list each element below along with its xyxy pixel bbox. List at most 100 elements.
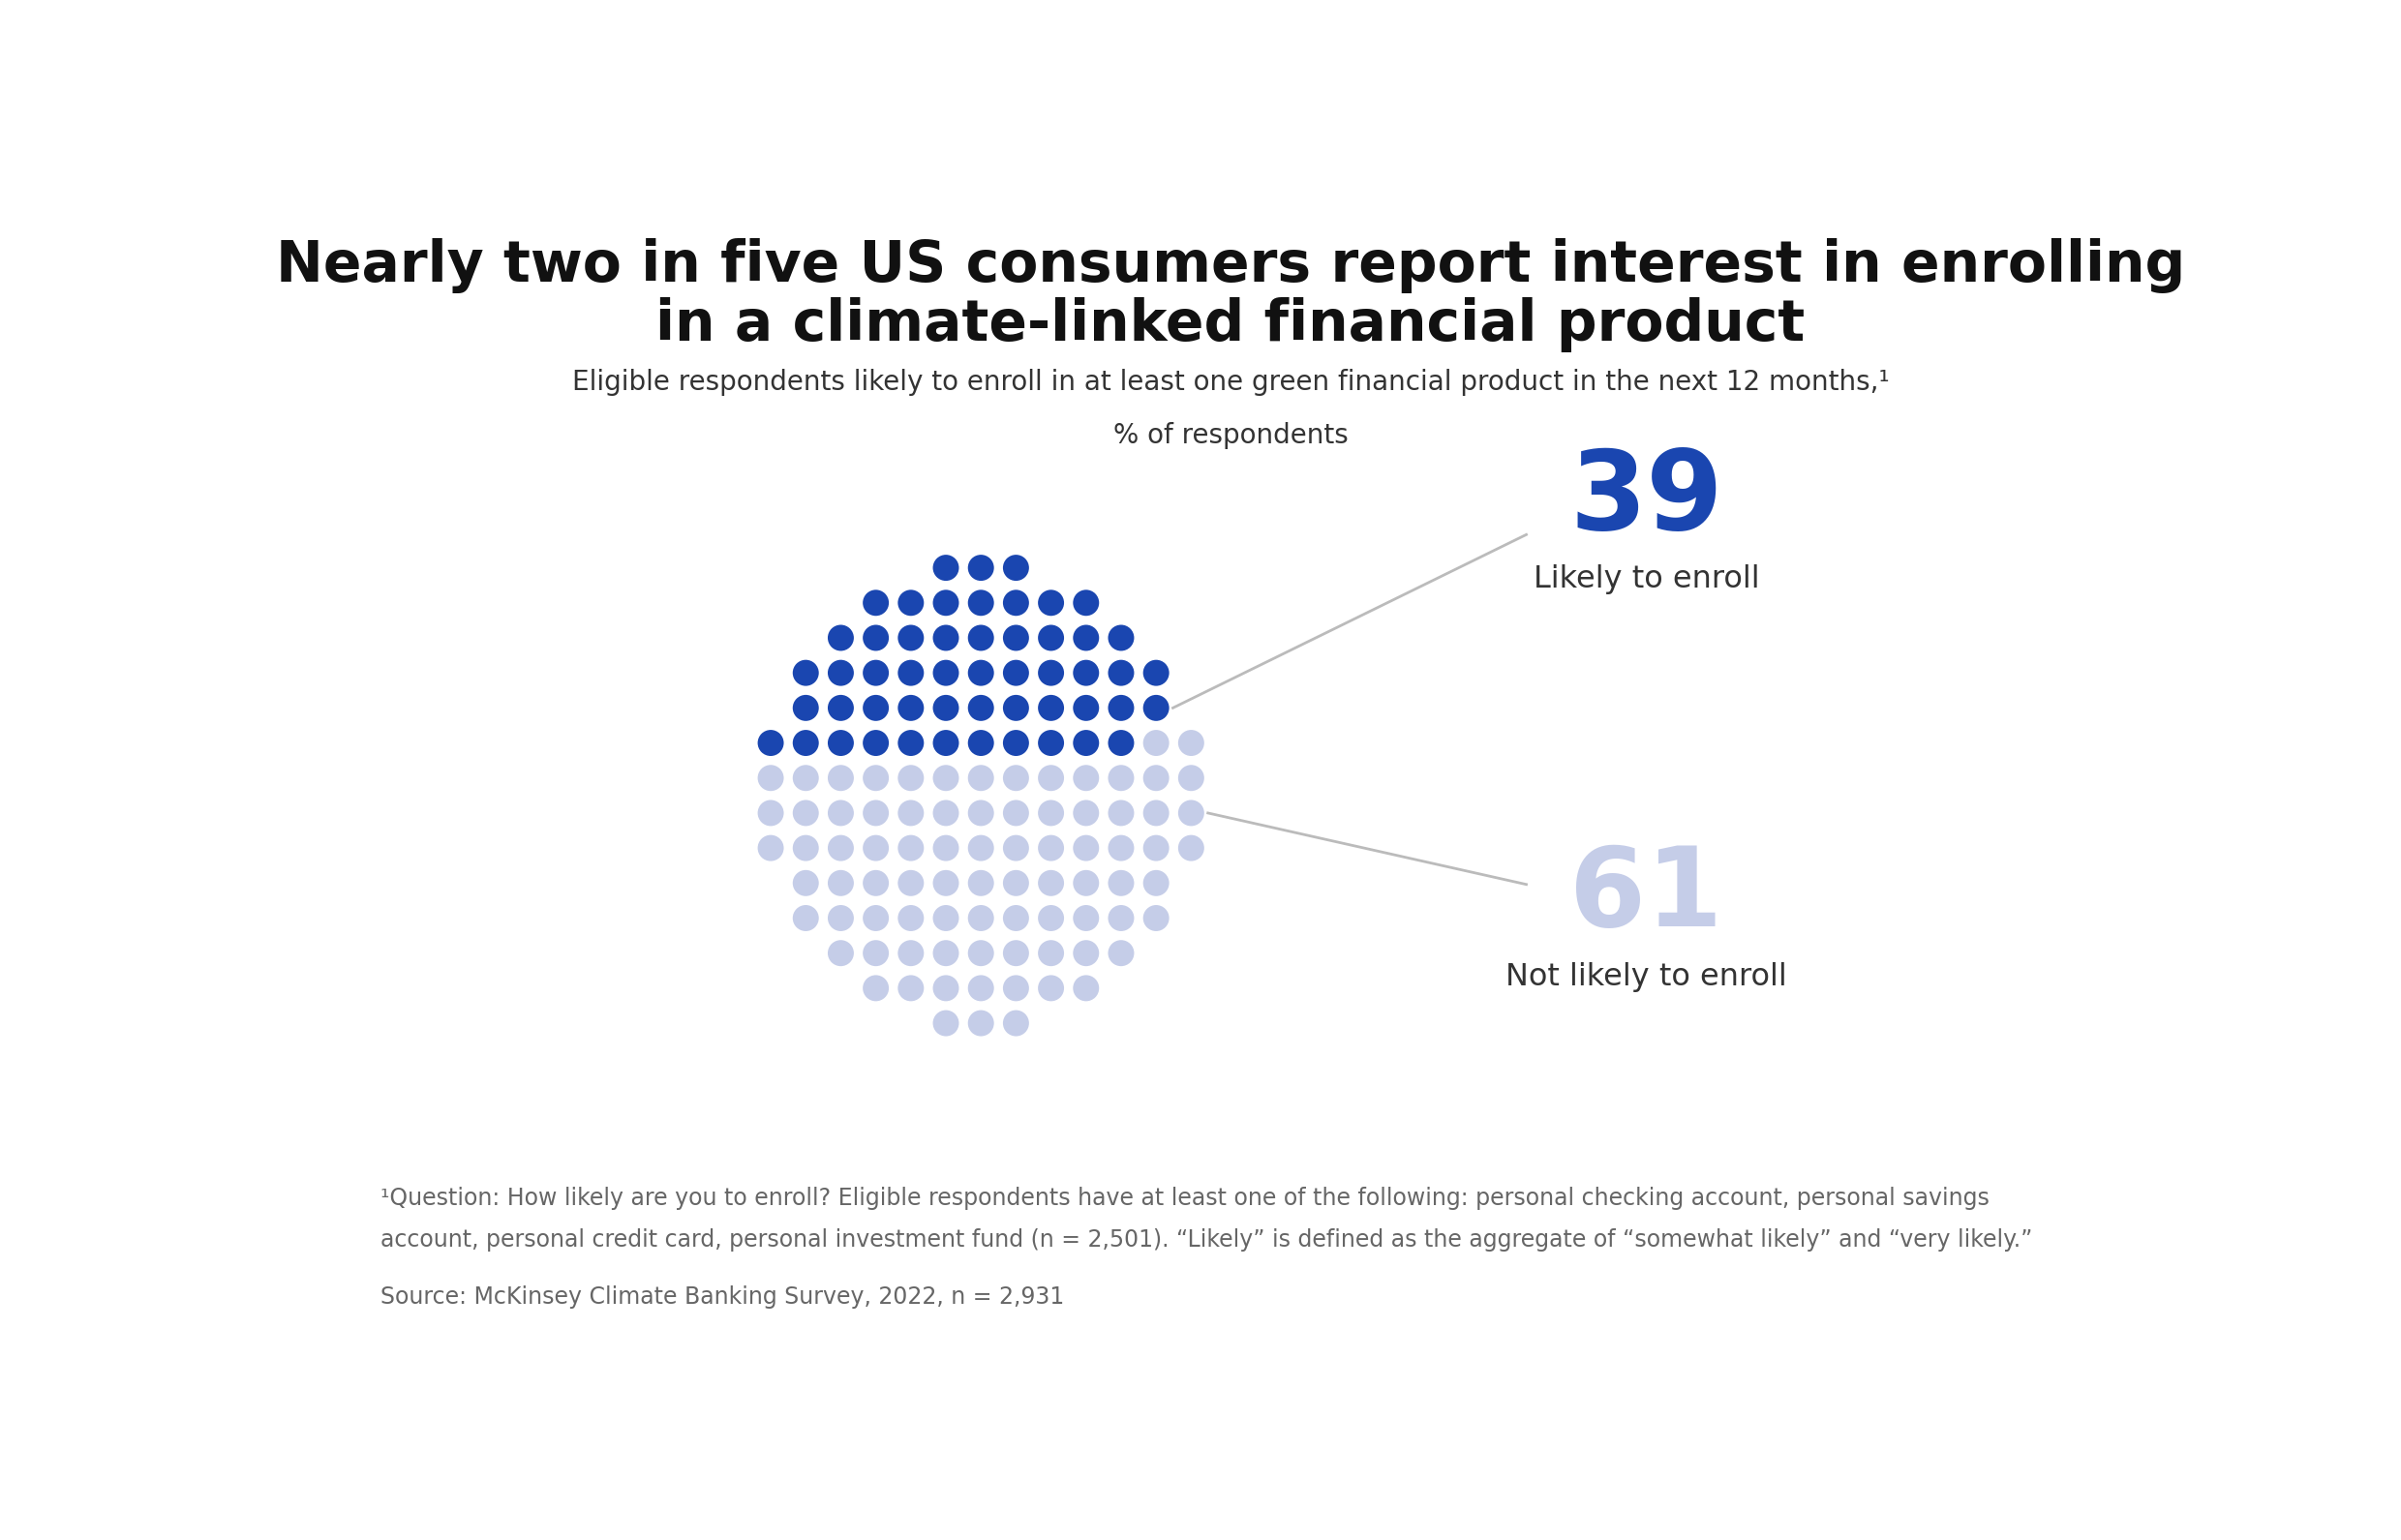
Circle shape [934,906,958,932]
Circle shape [828,695,855,721]
Circle shape [1107,625,1133,651]
Circle shape [1004,835,1030,861]
Circle shape [862,906,888,932]
Circle shape [1004,765,1030,792]
Circle shape [862,695,888,721]
Circle shape [862,939,888,966]
Circle shape [1073,975,1100,1001]
Circle shape [934,835,958,861]
Circle shape [862,659,888,685]
Circle shape [1004,590,1030,616]
Circle shape [1143,765,1169,792]
Circle shape [1107,939,1133,966]
Circle shape [862,625,888,651]
Circle shape [1037,730,1064,756]
Circle shape [1143,870,1169,896]
Circle shape [1073,835,1100,861]
Circle shape [1143,730,1169,756]
Text: Eligible respondents likely to enroll in at least one green financial product in: Eligible respondents likely to enroll in… [571,368,1890,396]
Circle shape [1073,659,1100,685]
Circle shape [828,765,855,792]
Circle shape [1073,906,1100,932]
Circle shape [1004,975,1030,1001]
Circle shape [1004,730,1030,756]
Circle shape [898,939,924,966]
Circle shape [968,939,994,966]
Circle shape [934,1010,958,1036]
Circle shape [1004,625,1030,651]
Text: Not likely to enroll: Not likely to enroll [1505,962,1786,992]
Circle shape [968,659,994,685]
Circle shape [828,659,855,685]
Circle shape [792,659,819,685]
Circle shape [898,695,924,721]
Circle shape [1004,870,1030,896]
Circle shape [968,906,994,932]
Circle shape [968,799,994,825]
Circle shape [1073,799,1100,825]
Circle shape [968,765,994,792]
Circle shape [1073,939,1100,966]
Circle shape [1004,695,1030,721]
Circle shape [862,975,888,1001]
Circle shape [828,730,855,756]
Circle shape [828,870,855,896]
Circle shape [1107,906,1133,932]
Circle shape [934,939,958,966]
Circle shape [862,730,888,756]
Circle shape [1037,590,1064,616]
Circle shape [898,765,924,792]
Circle shape [1073,730,1100,756]
Circle shape [1107,870,1133,896]
Circle shape [862,590,888,616]
Circle shape [968,870,994,896]
Circle shape [934,799,958,825]
Circle shape [968,590,994,616]
Circle shape [862,870,888,896]
Circle shape [1179,799,1205,825]
Circle shape [898,975,924,1001]
Circle shape [968,730,994,756]
Circle shape [759,835,783,861]
Text: account, personal credit card, personal investment fund (n = 2,501). “Likely” is: account, personal credit card, personal … [379,1229,2031,1252]
Circle shape [934,659,958,685]
Circle shape [1004,554,1030,581]
Circle shape [792,765,819,792]
Circle shape [792,695,819,721]
Text: Source: McKinsey Climate Banking Survey, 2022, n = 2,931: Source: McKinsey Climate Banking Survey,… [379,1286,1064,1309]
Text: ¹Question: How likely are you to enroll? Eligible respondents have at least one : ¹Question: How likely are you to enroll?… [379,1187,1988,1210]
Circle shape [759,799,783,825]
Circle shape [862,835,888,861]
Circle shape [934,695,958,721]
Circle shape [898,799,924,825]
Circle shape [828,939,855,966]
Circle shape [934,730,958,756]
Circle shape [828,799,855,825]
Circle shape [828,906,855,932]
Circle shape [1143,695,1169,721]
Circle shape [968,1010,994,1036]
Text: % of respondents: % of respondents [1114,422,1347,450]
Circle shape [898,730,924,756]
Circle shape [1037,659,1064,685]
Circle shape [792,870,819,896]
Circle shape [1073,590,1100,616]
Circle shape [968,625,994,651]
Text: Likely to enroll: Likely to enroll [1534,565,1760,594]
Circle shape [1179,765,1205,792]
Circle shape [1004,906,1030,932]
Circle shape [792,730,819,756]
Circle shape [934,625,958,651]
Circle shape [968,554,994,581]
Circle shape [898,906,924,932]
Circle shape [862,799,888,825]
Circle shape [898,590,924,616]
Circle shape [898,625,924,651]
Circle shape [759,730,783,756]
Circle shape [828,625,855,651]
Circle shape [1107,765,1133,792]
Circle shape [898,870,924,896]
Circle shape [1037,975,1064,1001]
Circle shape [1037,799,1064,825]
Circle shape [1179,730,1205,756]
